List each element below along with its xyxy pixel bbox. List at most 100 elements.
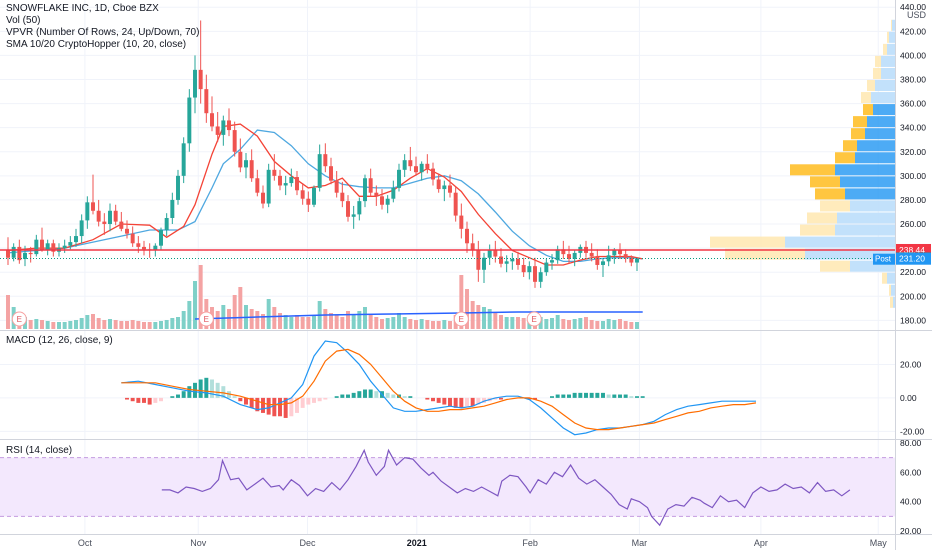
candle-body — [595, 256, 600, 265]
candle-body — [550, 260, 554, 263]
vpvr-down-bar — [800, 224, 835, 236]
vpvr-down-bar — [843, 140, 857, 152]
candle-body — [385, 198, 390, 205]
macd-histogram-bar — [629, 396, 634, 398]
vpvr-down-bar — [882, 272, 887, 284]
vpvr-down-bar — [820, 260, 850, 272]
macd-histogram-bar — [368, 389, 373, 398]
macd-histogram-bar — [312, 397, 316, 403]
candle-body — [306, 198, 311, 205]
volume-bar — [419, 319, 424, 329]
candle-body — [221, 120, 226, 135]
macd-histogram-bar — [589, 392, 594, 398]
macd-histogram-bar — [431, 397, 435, 402]
volume-bar — [391, 317, 396, 329]
time-axis-label: Mar — [632, 538, 648, 548]
volume-bar — [227, 309, 231, 329]
candle-body — [176, 175, 180, 200]
candle-body — [572, 252, 577, 259]
vpvr-up-bar — [805, 248, 895, 260]
macd-histogram-bar — [266, 397, 271, 415]
volume-bar — [601, 321, 605, 329]
volume-bar — [181, 311, 186, 329]
volume-bar — [521, 318, 526, 329]
macd-histogram-bar — [635, 396, 639, 398]
volume-bar — [499, 315, 503, 329]
volume-bar — [618, 319, 622, 329]
candle-body — [380, 196, 384, 205]
macd-histogram-bar — [618, 394, 622, 398]
macd-histogram-bar — [357, 391, 362, 398]
candle-body — [40, 239, 44, 251]
price-level-label: 238.44 — [899, 245, 925, 255]
earnings-marker: E — [526, 311, 542, 327]
volume-bar — [561, 319, 566, 329]
macd-histogram-bar — [125, 397, 129, 400]
volume-bar — [113, 320, 118, 329]
candle-body — [215, 126, 220, 135]
macd-histogram-bar — [317, 397, 322, 402]
candle-body — [193, 69, 197, 98]
macd-signal-line — [121, 348, 757, 431]
candle-body — [317, 154, 322, 188]
candle-body — [153, 245, 158, 251]
macd-histogram-bar — [442, 397, 447, 405]
vpvr-down-bar — [710, 236, 785, 248]
post-tag-bg — [873, 253, 895, 265]
volume-bar — [295, 315, 299, 329]
rsi-title[interactable]: RSI (14, close) — [6, 445, 73, 456]
volume-bar — [572, 319, 577, 329]
time-axis-label: Apr — [754, 538, 768, 548]
macd-histogram-bar — [210, 379, 214, 398]
earnings-marker-circle — [11, 311, 27, 327]
vpvr-up-bar — [785, 236, 895, 248]
macd-histogram-bar — [232, 396, 237, 398]
candle-body — [431, 168, 435, 180]
candle-body — [538, 272, 543, 282]
macd-histogram-bar — [363, 389, 367, 398]
candle-body — [113, 210, 118, 222]
macd-histogram-bar — [476, 397, 481, 405]
candle-body — [329, 166, 333, 181]
candle-body — [493, 250, 498, 257]
volume-bar — [476, 305, 481, 329]
vpvr-up-bar — [835, 224, 895, 236]
indicator-sma[interactable]: SMA 10/20 CryptoHopper (10, 20, close) — [6, 39, 187, 50]
time-axis-label: Dec — [300, 538, 317, 548]
vpvr-up-bar — [892, 19, 895, 31]
earnings-marker: E — [198, 311, 214, 327]
vpvr-down-bar — [873, 67, 881, 79]
macd-histogram-bar — [170, 396, 175, 398]
volume-bar — [578, 318, 583, 329]
volume-bar — [465, 289, 469, 329]
candle-body — [289, 177, 294, 184]
volume-bar — [538, 317, 543, 329]
symbol-title[interactable]: SNOWFLAKE INC, 1D, Cboe BZX — [6, 3, 159, 14]
macd-title[interactable]: MACD (12, 26, close, 9) — [6, 335, 113, 346]
volume-bar — [300, 317, 305, 329]
vpvr-up-bar — [840, 176, 895, 188]
vpvr-down-bar — [890, 296, 893, 308]
indicator-volume[interactable]: Vol (50) — [6, 15, 41, 26]
candle-body — [567, 254, 571, 259]
candle-body — [255, 178, 260, 193]
candle-body — [351, 214, 356, 217]
vpvr-up-bar — [850, 200, 895, 212]
volume-bar — [482, 307, 486, 329]
macd-histogram-bar — [567, 394, 571, 398]
vpvr-down-bar — [810, 176, 840, 188]
candle-body — [283, 183, 288, 186]
macd-histogram-bar — [561, 394, 566, 398]
volume-bar — [436, 321, 441, 329]
candle-body — [521, 264, 526, 273]
volume-bar — [125, 321, 129, 329]
candle-body — [510, 258, 515, 262]
earnings-marker-label: E — [204, 315, 209, 324]
volume-bar — [102, 320, 107, 329]
currency-label: USD — [906, 10, 926, 20]
vpvr-up-bar — [857, 140, 895, 152]
volume-bar — [278, 313, 282, 329]
rsi-tick-label: 80.00 — [900, 438, 922, 448]
indicator-vpvr[interactable]: VPVR (Number Of Rows, 24, Up/Down, 70) — [6, 27, 200, 38]
